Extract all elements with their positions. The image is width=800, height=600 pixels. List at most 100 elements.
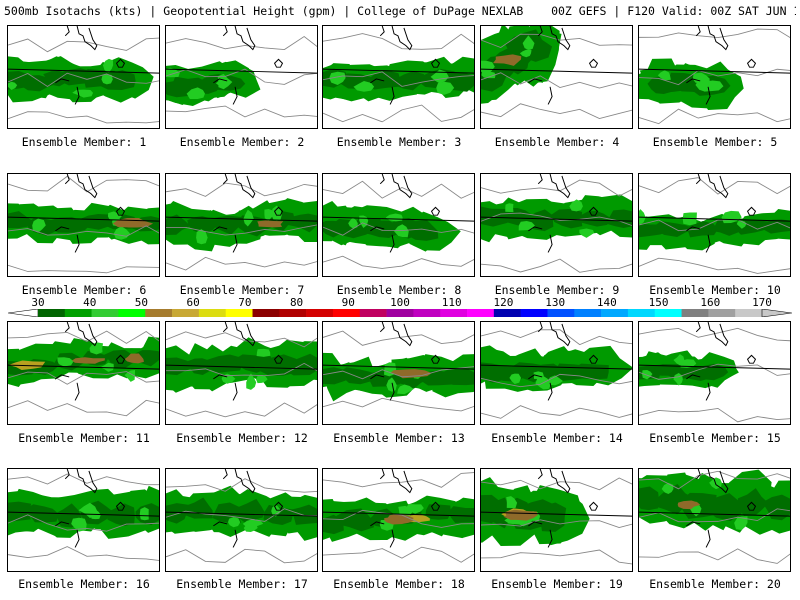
height-contours (323, 472, 474, 563)
isotach-map (639, 174, 790, 274)
ensemble-member-map (480, 321, 633, 425)
height-contours (166, 331, 317, 418)
isotach-shading-60kt (493, 54, 522, 66)
header-run: 00Z GEFS (551, 4, 607, 18)
isotach-50kt-area (657, 70, 671, 81)
ensemble-member-map (638, 321, 791, 425)
coastline (222, 26, 228, 37)
lake-outline (213, 374, 238, 401)
colorbar-segment (91, 309, 119, 317)
height-contour-line (481, 258, 632, 273)
lake-outline (686, 521, 711, 548)
ensemble-member-map (322, 321, 475, 425)
lake-outline (746, 206, 757, 216)
height-contours (639, 177, 790, 274)
ensemble-member-label: Ensemble Member: 20 (649, 577, 781, 591)
coastline (64, 174, 70, 185)
height-contour-line (166, 478, 317, 493)
height-contour-line (639, 219, 790, 232)
colorbar-labels: 30 40 50 60 70 80 90 100 110 120 130 140 150 160 170 (8, 296, 792, 309)
height-contour-line (8, 111, 159, 124)
height-contour-line (8, 175, 159, 193)
coastline (76, 322, 98, 347)
isotach-shading-40kt (481, 199, 632, 238)
isotach-40kt-area (500, 208, 533, 226)
colorbar-segment (467, 309, 495, 317)
lake-outline (370, 374, 395, 401)
height-contour-line (481, 519, 632, 529)
height-contour-line (8, 473, 159, 486)
isotach-map (166, 174, 317, 271)
isotach-50kt-area (353, 81, 375, 92)
isotach-40kt-area (651, 484, 697, 515)
lake-outline (55, 521, 80, 548)
height-contours (639, 470, 790, 564)
border-line (481, 511, 632, 517)
coastline (76, 26, 98, 51)
isotach-50kt-area (196, 229, 208, 245)
lake-outline (528, 521, 553, 548)
ensemble-member-label: Ensemble Member: 8 (336, 283, 462, 297)
coastline (695, 174, 701, 185)
coastline (234, 26, 256, 51)
lake-outline (588, 501, 599, 511)
isotach-50kt-area (481, 71, 496, 79)
colorbar-segment (654, 309, 682, 317)
isotach-map (323, 174, 474, 269)
height-contour-line (323, 180, 474, 199)
coastline (695, 322, 701, 333)
isotach-map (639, 26, 790, 125)
colorbar-tick-label: 170 (752, 296, 772, 309)
map-geography (166, 469, 317, 548)
isotach-60kt-area (124, 353, 144, 364)
colorbar-segment (172, 309, 200, 317)
height-contour-line (8, 72, 159, 88)
ensemble-member-label: Ensemble Member: 7 (179, 283, 305, 297)
isotach-40kt-area (206, 354, 243, 373)
isotach-map (8, 174, 159, 274)
height-contours (166, 35, 317, 118)
isotach-map (8, 469, 159, 561)
height-contour-line (481, 405, 632, 419)
lake-outline (588, 354, 599, 364)
coastline (76, 174, 98, 199)
colorbar-segment (735, 309, 763, 317)
ensemble-member-map (638, 25, 791, 129)
header-source: College of DuPage NEXLAB (357, 4, 524, 18)
ensemble-member-label: Ensemble Member: 18 (333, 577, 465, 591)
ensemble-member-map (638, 173, 791, 277)
isotach-50kt-area (397, 384, 414, 395)
isotach-50kt-area (124, 370, 136, 382)
height-contour-line (166, 35, 317, 50)
lake-outline (115, 58, 126, 68)
isotach-40kt-area (8, 501, 32, 522)
coastline (537, 322, 543, 333)
isotach-40kt-area (448, 506, 474, 523)
lake-outline (686, 374, 711, 401)
coastline (64, 322, 70, 333)
colorbar-segment (252, 309, 280, 317)
lake-outline (430, 206, 441, 216)
ensemble-member-map (322, 468, 475, 572)
isotach-50kt-area (329, 71, 346, 86)
colorbar-segment (520, 309, 548, 317)
coastline (537, 26, 543, 37)
colorbar-segment (198, 309, 226, 317)
isotach-40kt-area (185, 358, 212, 376)
isotach-60kt-area (257, 220, 284, 228)
height-contour-line (8, 264, 159, 274)
colorbar-segment (493, 309, 521, 317)
ensemble-member-label: Ensemble Member: 10 (649, 283, 781, 297)
isotach-shading-60kt (257, 220, 284, 228)
height-contour-line (166, 331, 317, 348)
isotach-60kt-area (677, 500, 701, 510)
isotach-50kt-area (436, 81, 455, 95)
map-header: 500mb Isotachs (kts) | Geopotential Heig… (4, 4, 796, 22)
isotach-50kt-area (405, 503, 424, 514)
coastline (707, 322, 729, 347)
ensemble-member-map (7, 321, 160, 425)
colorbar-tick-label: 140 (596, 296, 617, 309)
isotach-40kt-area (406, 219, 439, 241)
coastline (695, 469, 701, 480)
isotach-50kt-area (264, 209, 276, 221)
